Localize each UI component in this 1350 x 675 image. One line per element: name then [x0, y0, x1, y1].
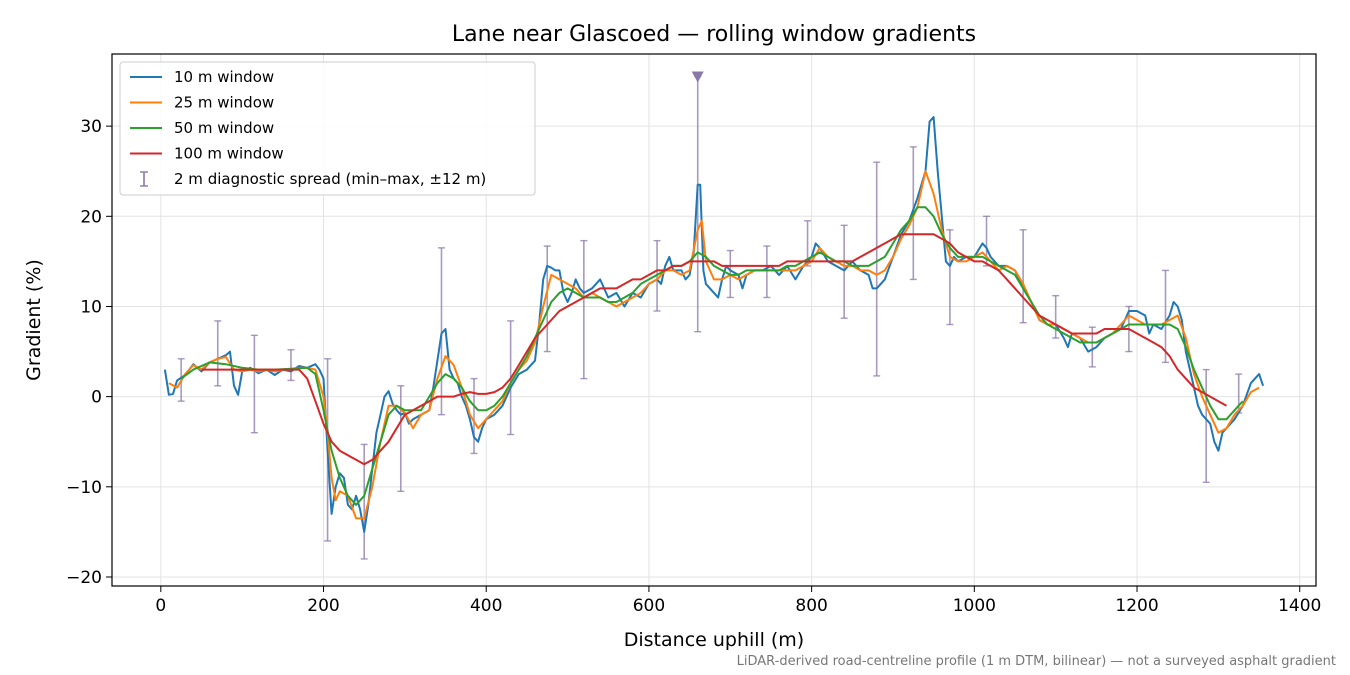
x-axis-label: Distance uphill (m): [624, 629, 804, 651]
y-axis-label: Gradient (%): [23, 259, 45, 381]
y-tick-label: −20: [66, 568, 102, 588]
legend: 10 m window 25 m window 50 m window 100 m w…: [119, 61, 536, 196]
legend-label: 10 m window: [174, 68, 274, 86]
y-tick-label: 10: [80, 297, 102, 317]
y-tick-label: −10: [66, 478, 102, 498]
x-tick-label: 1400: [1278, 596, 1321, 616]
x-tick-label: 1200: [1115, 596, 1158, 616]
series-line: [201, 233, 1227, 466]
legend-box: [119, 61, 536, 196]
legend-label: 100 m window: [174, 145, 284, 163]
x-tick-label: 1000: [953, 596, 996, 616]
x-tick-label: 400: [470, 596, 502, 616]
plot-area: [163, 71, 1265, 560]
legend-label: 25 m window: [174, 94, 274, 112]
y-tick-label: 0: [91, 388, 102, 408]
axes-frame: [111, 53, 1317, 587]
y-tick-label: 20: [80, 207, 102, 227]
y-tick-label: 30: [80, 117, 102, 137]
overflow-marker: [691, 71, 704, 83]
x-tick-label: 200: [307, 596, 339, 616]
legend-label: 2 m diagnostic spread (min–max, ±12 m): [174, 170, 486, 188]
footnote: LiDAR-derived road-centreline profile (1…: [737, 654, 1336, 669]
axis-ticks: 0 200 400 600 800 1000 1200 1400 −20 −10 0 10 20 30: [66, 117, 1321, 616]
series-layer: [163, 71, 1265, 560]
x-tick-label: 600: [633, 596, 665, 616]
chart-title: Lane near Glascoed — rolling window grad…: [452, 22, 976, 47]
x-tick-label: 800: [795, 596, 827, 616]
series-line: [180, 206, 1244, 506]
legend-label: 50 m window: [174, 119, 274, 137]
x-tick-label: 0: [155, 596, 166, 616]
